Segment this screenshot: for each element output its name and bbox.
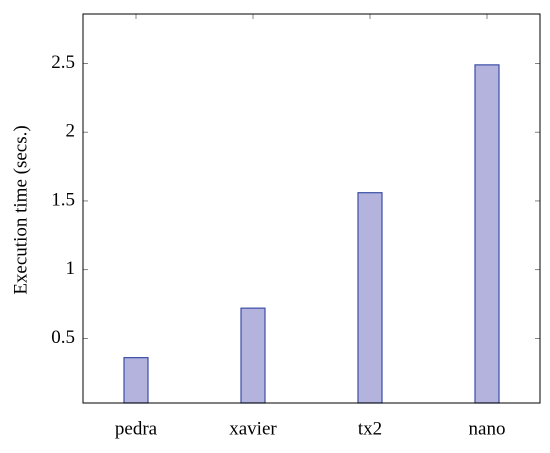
x-tick-label: pedra: [115, 418, 158, 439]
plot-frame: [82, 13, 541, 404]
y-tick-label: 2: [66, 121, 76, 142]
y-tick-label: 2.5: [51, 52, 75, 73]
x-tick-label: tx2: [358, 418, 382, 439]
x-tick-label: xavier: [229, 418, 277, 439]
bar: [474, 64, 500, 404]
bar: [357, 192, 383, 404]
y-tick-label: 1.5: [51, 189, 75, 210]
y-tick-label: 0.5: [51, 327, 75, 348]
bar: [123, 357, 149, 404]
y-axis-label: Execution time (secs.): [10, 125, 31, 294]
y-tick-label: 1: [66, 258, 76, 279]
x-tick-label: nano: [469, 418, 506, 439]
bar: [240, 307, 266, 404]
